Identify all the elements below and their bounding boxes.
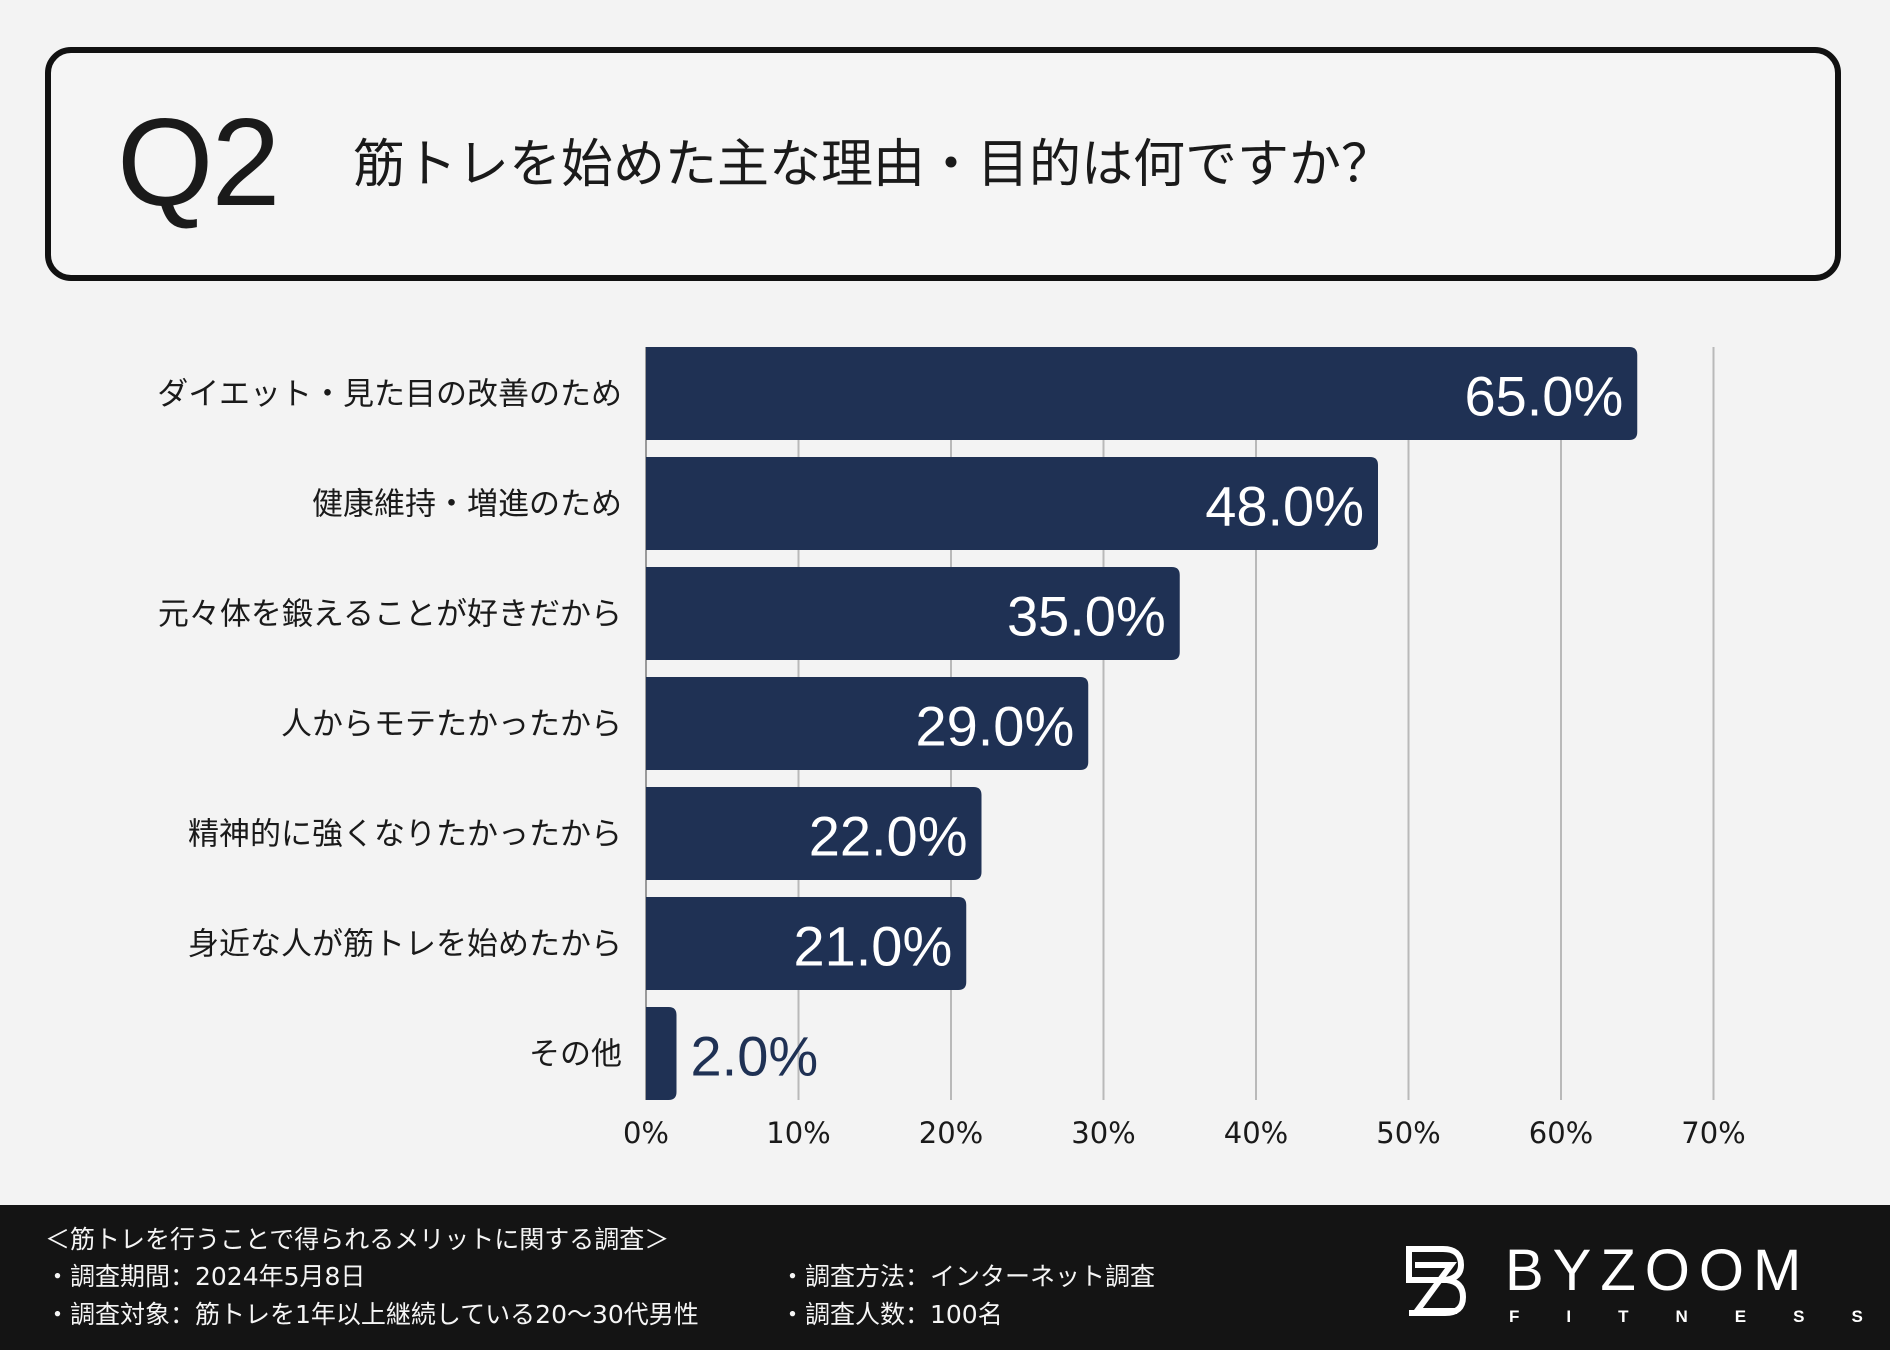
category-label: 身近な人が筋トレを始めたから — [188, 927, 622, 963]
value-label: 35.0% — [1007, 585, 1166, 648]
x-tick-label: 60% — [1529, 1116, 1593, 1150]
brand-sub: FITNESS — [1509, 1307, 1890, 1326]
bar — [646, 567, 1180, 660]
survey-title: ＜筋トレを行うことで得られるメリットに関する調査＞ — [45, 1225, 670, 1254]
category-label: 精神的に強くなりたかったから — [188, 817, 622, 853]
x-tick-label: 30% — [1071, 1116, 1135, 1150]
category-label: ダイエット・見た目の改善のため — [157, 377, 622, 413]
x-tick-label: 70% — [1681, 1116, 1745, 1150]
footer: ＜筋トレを行うことで得られるメリットに関する調査＞ ・調査期間：2024年5月8… — [0, 1205, 1890, 1350]
question-box: Q2 筋トレを始めた主な理由・目的は何ですか？ — [45, 47, 1841, 281]
x-tick-label: 40% — [1224, 1116, 1288, 1150]
survey-method: ・調査方法：インターネット調査 — [780, 1262, 1156, 1291]
value-label: 2.0% — [691, 1025, 819, 1088]
category-label: 健康維持・増進のため — [312, 487, 622, 523]
value-label: 65.0% — [1464, 365, 1623, 428]
bar — [646, 1007, 677, 1100]
survey-target: ・調査対象：筋トレを1年以上継続している20〜30代男性 — [45, 1300, 699, 1329]
bar — [646, 347, 1638, 440]
category-label: 元々体を鍛えることが好きだから — [158, 597, 622, 633]
value-label: 29.0% — [915, 695, 1074, 758]
survey-respondents: ・調査人数：100名 — [780, 1300, 1003, 1329]
bar — [646, 787, 982, 880]
value-label: 22.0% — [809, 805, 968, 868]
brand-name: BYZOOM — [1505, 1238, 1811, 1303]
x-tick-label: 0% — [623, 1116, 669, 1150]
question-number: Q2 — [117, 94, 280, 232]
question-text: 筋トレを始めた主な理由・目的は何ですか？ — [353, 135, 1394, 195]
category-label: その他 — [529, 1037, 622, 1073]
bar — [646, 677, 1089, 770]
x-tick-label: 20% — [919, 1116, 983, 1150]
value-label: 21.0% — [793, 915, 952, 978]
survey-period: ・調査期間：2024年5月8日 — [45, 1262, 366, 1291]
bar — [646, 457, 1378, 550]
bar-chart: 0% 10% 20% 30% 40% 50% 60% 70% ダイエット・見た目の改善のため 65… — [157, 347, 1746, 1150]
x-tick-label: 10% — [766, 1116, 830, 1150]
value-label: 48.0% — [1205, 475, 1364, 538]
bar — [646, 897, 967, 990]
brand-mark-icon — [1406, 1246, 1467, 1316]
brand-logo: BYZOOM FITNESS — [1405, 1239, 1863, 1326]
category-label: 人からモテたかったから — [281, 707, 622, 743]
x-tick-label: 50% — [1376, 1116, 1440, 1150]
